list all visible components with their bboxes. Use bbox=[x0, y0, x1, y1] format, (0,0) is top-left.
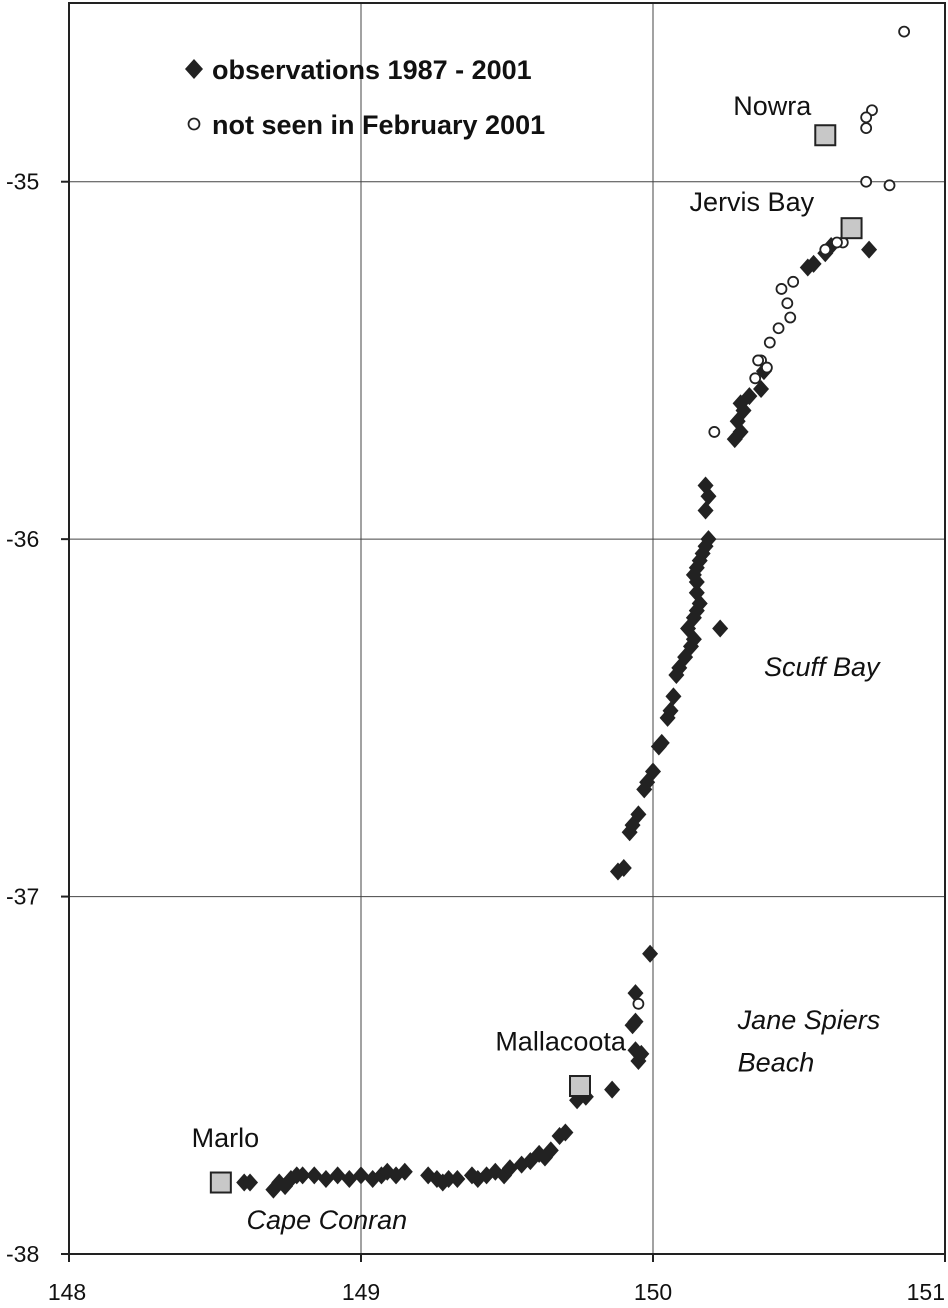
not-seen-point bbox=[708, 426, 721, 438]
axis-ticks: 148 149 150 151 -35 -36 -37 -38 bbox=[6, 169, 946, 1305]
y-tick-label: -36 bbox=[6, 526, 39, 552]
place-label: Cape Conran bbox=[247, 1205, 408, 1235]
place-label: Jervis Bay bbox=[690, 187, 815, 217]
place-label: Jane Spiers bbox=[737, 1005, 881, 1035]
observation-point bbox=[353, 1166, 369, 1185]
observation-point bbox=[645, 762, 661, 781]
observation-point bbox=[665, 687, 682, 706]
town-marker bbox=[840, 217, 863, 240]
place-label: Scuff Bay bbox=[764, 652, 881, 682]
town-marker bbox=[569, 1075, 591, 1098]
not-seen-point bbox=[898, 25, 911, 38]
observation-point bbox=[642, 944, 659, 963]
observation-point bbox=[712, 619, 729, 638]
not-seen-point bbox=[749, 372, 762, 385]
observation-point bbox=[700, 530, 717, 549]
observation-point bbox=[805, 254, 822, 273]
observation-point bbox=[633, 1044, 650, 1063]
observation-point bbox=[242, 1173, 259, 1192]
observation-point bbox=[753, 380, 770, 399]
observation-point bbox=[697, 476, 714, 495]
observation-point bbox=[317, 1169, 334, 1188]
place-annotations: Nowra Jervis Bay Scuff Bay Mallacoota Jane S… bbox=[192, 91, 881, 1235]
not-seen-point bbox=[781, 297, 794, 310]
x-tick-label: 149 bbox=[342, 1279, 380, 1305]
gridlines bbox=[69, 3, 945, 1254]
legend-label-not-seen: not seen in February 2001 bbox=[212, 110, 545, 140]
not-seen-point bbox=[819, 243, 832, 256]
not-seen-point bbox=[784, 311, 797, 324]
not-seen-point bbox=[752, 354, 765, 367]
x-tick-label: 148 bbox=[48, 1279, 86, 1305]
y-tick-label: -37 bbox=[6, 884, 39, 910]
not-seen-point bbox=[632, 997, 645, 1010]
y-tick-label: -35 bbox=[6, 169, 39, 195]
legend: observations 1987 - 2001 not seen in Feb… bbox=[185, 55, 545, 140]
legend-diamond-marker bbox=[185, 59, 203, 79]
observation-point bbox=[630, 805, 647, 824]
not-seen-point bbox=[860, 122, 873, 135]
observation-point bbox=[306, 1166, 323, 1185]
plot-frame bbox=[68, 2, 946, 1255]
observation-point bbox=[688, 583, 705, 602]
observation-point bbox=[329, 1166, 346, 1185]
not-seen-point bbox=[883, 179, 896, 192]
observation-point bbox=[294, 1166, 311, 1185]
not-seen-point bbox=[772, 322, 785, 335]
x-tick-label: 151 bbox=[907, 1279, 945, 1305]
not-seen-point bbox=[787, 275, 800, 288]
place-label: Mallacoota bbox=[495, 1026, 627, 1056]
town-marker bbox=[209, 1171, 232, 1194]
observation-point bbox=[496, 1166, 513, 1185]
legend-circle-marker bbox=[187, 117, 201, 131]
place-label: Beach bbox=[738, 1048, 815, 1078]
observation-point bbox=[741, 387, 758, 406]
not-seen-point bbox=[860, 111, 873, 124]
observation-point bbox=[449, 1169, 466, 1188]
place-label: Nowra bbox=[733, 91, 812, 121]
town-marker bbox=[814, 124, 837, 147]
not-seen-point bbox=[860, 175, 873, 188]
y-tick-label: -38 bbox=[6, 1241, 39, 1267]
legend-label-observations: observations 1987 - 2001 bbox=[212, 55, 532, 85]
observation-point bbox=[653, 733, 670, 752]
observation-point bbox=[604, 1080, 621, 1099]
not-seen-point bbox=[763, 336, 776, 349]
observation-point bbox=[861, 240, 878, 259]
x-tick-label: 150 bbox=[634, 1279, 672, 1305]
observation-point bbox=[627, 1012, 644, 1031]
data-points bbox=[209, 25, 911, 1199]
not-seen-point bbox=[775, 283, 788, 295]
observation-point bbox=[557, 1123, 574, 1142]
not-seen-point bbox=[760, 361, 773, 374]
observation-point bbox=[662, 701, 679, 720]
place-label: Marlo bbox=[192, 1123, 260, 1153]
observation-point bbox=[697, 501, 714, 520]
observation-point bbox=[542, 1141, 559, 1160]
observation-point bbox=[396, 1162, 413, 1181]
observation-point bbox=[627, 984, 644, 1003]
not-seen-point bbox=[831, 236, 843, 249]
observation-point bbox=[615, 858, 632, 877]
observation-point bbox=[341, 1169, 358, 1188]
observation-point bbox=[440, 1169, 457, 1188]
observation-point bbox=[501, 1159, 518, 1178]
